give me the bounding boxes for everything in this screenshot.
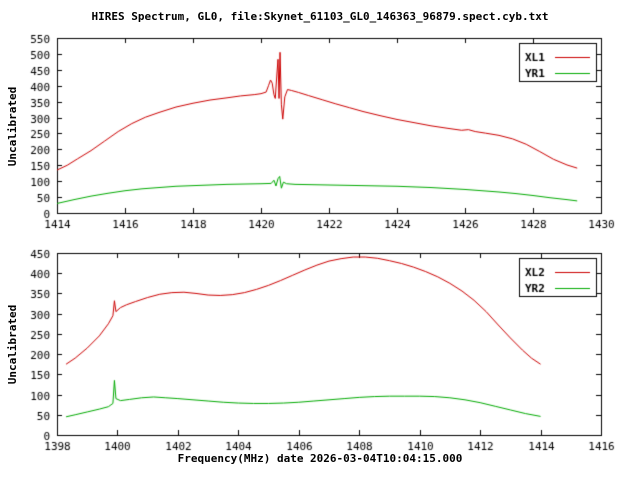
x-axis-label: Frequency(MHz) date 2026-03-04T10:04:15.…: [177, 452, 463, 465]
top-y-axis-label: Uncalibrated: [0, 66, 26, 186]
ylabel-text-top: Uncalibrated: [6, 86, 20, 166]
bottom-y-axis-label: Uncalibrated: [0, 284, 26, 404]
chart-title: HIRES Spectrum, GL0, file:Skynet_61103_G…: [91, 10, 549, 23]
ylabel-text-bottom: Uncalibrated: [6, 304, 20, 384]
